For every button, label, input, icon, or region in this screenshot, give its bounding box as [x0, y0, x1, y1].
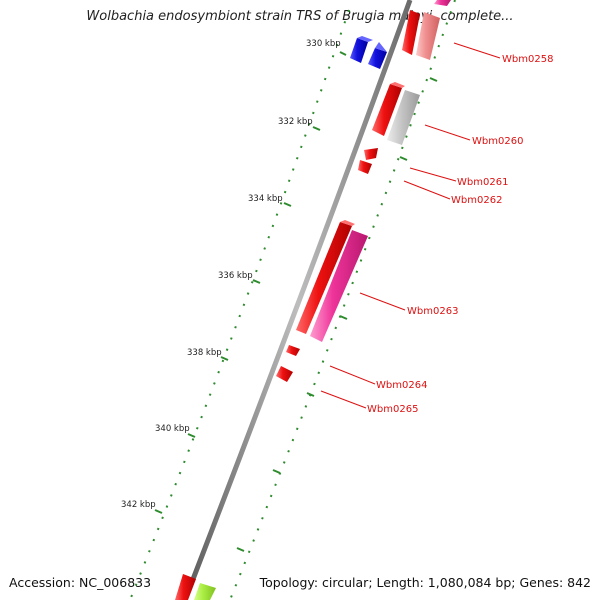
- gene-blue-2[interactable]: [368, 42, 387, 69]
- topology-summary: Topology: circular; Length: 1,080,084 bp…: [259, 575, 591, 590]
- gene-label-wbm0260[interactable]: Wbm0260: [472, 136, 523, 147]
- accession-label: Accession: NC_006833: [9, 575, 152, 590]
- tick-label-330: 330 kbp: [306, 39, 341, 49]
- gene-red-0261[interactable]: [364, 148, 378, 160]
- gene-green-bottom[interactable]: [194, 583, 216, 600]
- major-ticks: [154, 51, 438, 552]
- gene-red-0259[interactable]: [372, 82, 405, 136]
- genome-backbone: [182, 0, 413, 600]
- gene-blue-1[interactable]: [350, 36, 373, 63]
- gene-label-wbm0265[interactable]: Wbm0265: [367, 404, 418, 415]
- gene-red-bottom[interactable]: [175, 574, 196, 600]
- gene-red-0265[interactable]: [276, 366, 293, 382]
- gene-pink-0263[interactable]: [310, 230, 368, 342]
- gene-pink-top[interactable]: [434, 0, 451, 6]
- gene-red-0263[interactable]: [296, 220, 355, 334]
- leader-lines: [320, 42, 501, 409]
- tick-label-338: 338 kbp: [187, 348, 222, 358]
- gene-label-wbm0261[interactable]: Wbm0261: [457, 177, 508, 188]
- gene-lightred-0258[interactable]: [416, 12, 440, 60]
- tick-label-332: 332 kbp: [278, 117, 313, 127]
- gene-label-wbm0262[interactable]: Wbm0262: [451, 195, 502, 206]
- gene-red-0262[interactable]: [358, 160, 372, 174]
- inner-tick-ring: [229, 0, 456, 600]
- gene-label-wbm0263[interactable]: Wbm0263: [407, 306, 458, 317]
- tick-label-334: 334 kbp: [248, 194, 283, 204]
- gene-label-wbm0258[interactable]: Wbm0258: [502, 54, 553, 65]
- gene-label-wbm0264[interactable]: Wbm0264: [376, 380, 427, 391]
- tick-label-336: 336 kbp: [218, 271, 253, 281]
- tick-label-340: 340 kbp: [155, 424, 190, 434]
- gene-red-0264[interactable]: [286, 345, 300, 356]
- tick-label-342: 342 kbp: [121, 500, 156, 510]
- gene-red-0258a[interactable]: [402, 10, 420, 55]
- gene-gray-0260[interactable]: [387, 90, 420, 145]
